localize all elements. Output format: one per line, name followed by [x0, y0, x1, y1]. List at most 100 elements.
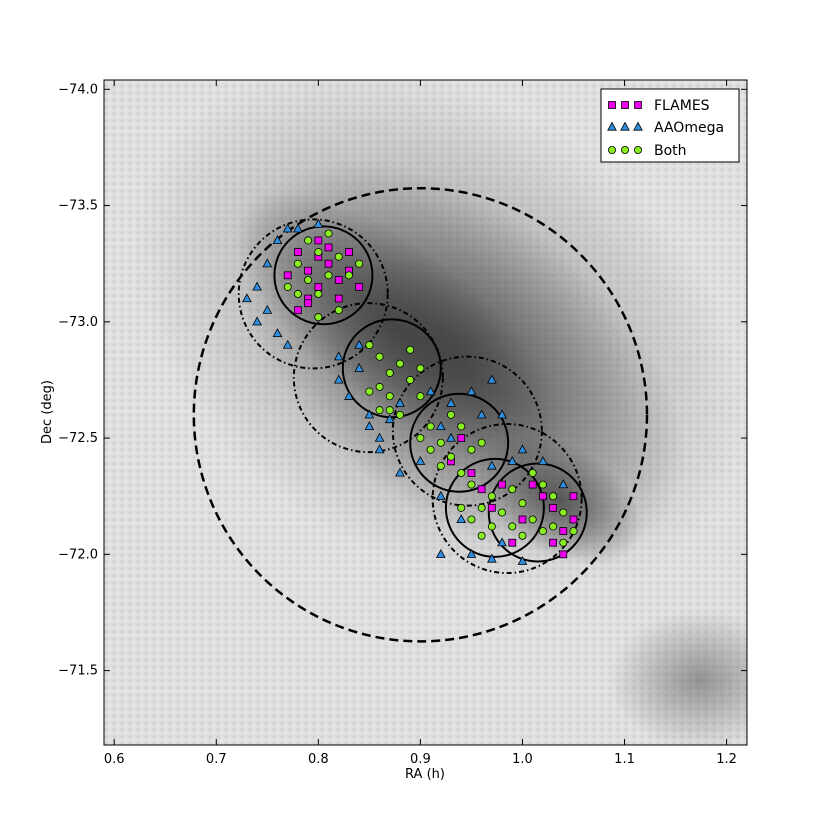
legend-marker-flames — [608, 101, 616, 109]
both-point — [549, 522, 558, 531]
both-point — [467, 480, 476, 489]
aaomega-point — [507, 455, 518, 465]
dashdot-field-circle — [391, 355, 543, 507]
aaomega-point — [293, 223, 303, 233]
legend-marker-both — [634, 145, 643, 154]
both-point — [528, 515, 537, 524]
aaomega-point — [517, 555, 528, 565]
aaomega-point — [446, 397, 456, 407]
both-point — [559, 538, 568, 547]
flames-point — [314, 236, 323, 245]
aaomega-point — [435, 549, 446, 558]
flames-point — [559, 527, 568, 535]
aaomega-point — [364, 409, 375, 419]
both-point — [324, 271, 333, 280]
both-point — [416, 364, 425, 373]
legend-markers — [607, 101, 643, 154]
both-point — [314, 248, 323, 257]
flames-point — [467, 469, 476, 477]
aaomega-point — [425, 386, 436, 396]
solid-field-circle — [444, 457, 545, 558]
both-point — [293, 289, 302, 298]
both-point — [324, 229, 333, 238]
both-point — [477, 531, 486, 540]
y-tick-label: −73.0 — [58, 315, 98, 330]
both-point — [467, 515, 476, 524]
flames-point — [324, 259, 333, 268]
aaomega-point — [344, 390, 354, 400]
both-point — [477, 503, 486, 512]
both-point — [426, 422, 435, 431]
aaomega-point — [354, 362, 365, 372]
aaomega-point — [446, 432, 456, 442]
x-tick-label: 0.9 — [410, 752, 431, 767]
both-point — [447, 410, 456, 419]
both-point — [518, 531, 527, 540]
flames-point — [498, 480, 506, 489]
flames-point — [549, 503, 557, 512]
y-tick-label: −72.5 — [58, 431, 98, 446]
legend-marker-aaomega — [607, 121, 617, 131]
aaomega-point — [497, 409, 507, 419]
both-point — [457, 503, 466, 512]
x-axis-ticks: 0.6 0.7 0.8 0.9 1.0 1.1 1.2 — [104, 80, 737, 767]
both-point — [304, 236, 313, 245]
both-point — [304, 275, 313, 284]
aaomega-point — [374, 432, 385, 442]
aaomega-point — [242, 293, 252, 303]
both-point — [334, 306, 343, 315]
x-axis-label: RA (h) — [405, 767, 445, 782]
aaomega-point — [262, 304, 273, 314]
flames-point — [559, 550, 568, 559]
legend-marker-aaomega — [620, 121, 630, 131]
both-point — [293, 259, 302, 268]
aaomega-point — [517, 444, 528, 454]
x-tick-label: 0.8 — [308, 752, 329, 767]
flames-point — [294, 248, 302, 256]
aaomega-point — [272, 235, 283, 245]
x-tick-label: 1.1 — [614, 752, 635, 767]
both-point — [395, 410, 404, 419]
solid-field-circle — [409, 392, 510, 493]
both-point — [538, 480, 547, 489]
y-axis-label: Dec (deg) — [40, 380, 55, 444]
legend-marker-flames — [634, 101, 642, 109]
plot-frame — [103, 79, 748, 746]
flames-point — [457, 434, 466, 442]
aaomega-point — [333, 374, 344, 384]
aaomega-point — [486, 460, 497, 470]
flames-point — [528, 480, 537, 489]
flames-point — [334, 276, 343, 284]
aaomega-point — [476, 409, 487, 419]
both-point — [385, 392, 394, 401]
flames-point — [334, 294, 343, 303]
both-point — [406, 375, 415, 384]
aaomega-point — [395, 467, 405, 477]
both-point — [406, 345, 415, 354]
both-point — [385, 406, 394, 415]
both-point — [375, 406, 384, 415]
aaomega-point — [497, 537, 507, 547]
flames-point — [324, 243, 333, 252]
field-circles — [192, 186, 649, 643]
flames-point — [518, 515, 527, 524]
dashed-field-circle — [192, 186, 649, 643]
aaomega-point — [333, 351, 344, 361]
legend-label-flames: FLAMES — [654, 98, 710, 114]
aaomega-point — [558, 479, 569, 489]
flames-point — [294, 306, 302, 315]
aaomega-point — [364, 421, 375, 431]
solid-field-circle — [273, 225, 374, 326]
both-point — [283, 282, 292, 291]
both-point — [559, 508, 568, 517]
x-tick-label: 0.7 — [206, 752, 227, 767]
aaomega-point — [384, 414, 395, 424]
dashdot-field-circle — [237, 218, 389, 370]
legend-marker-aaomega — [633, 121, 643, 131]
legend-label-aaomega: AAOmega — [654, 120, 724, 136]
flames-point — [477, 485, 486, 494]
flames-point — [283, 271, 292, 280]
both-point — [416, 434, 425, 443]
both-point — [436, 461, 445, 470]
aaomega-point — [486, 374, 497, 384]
